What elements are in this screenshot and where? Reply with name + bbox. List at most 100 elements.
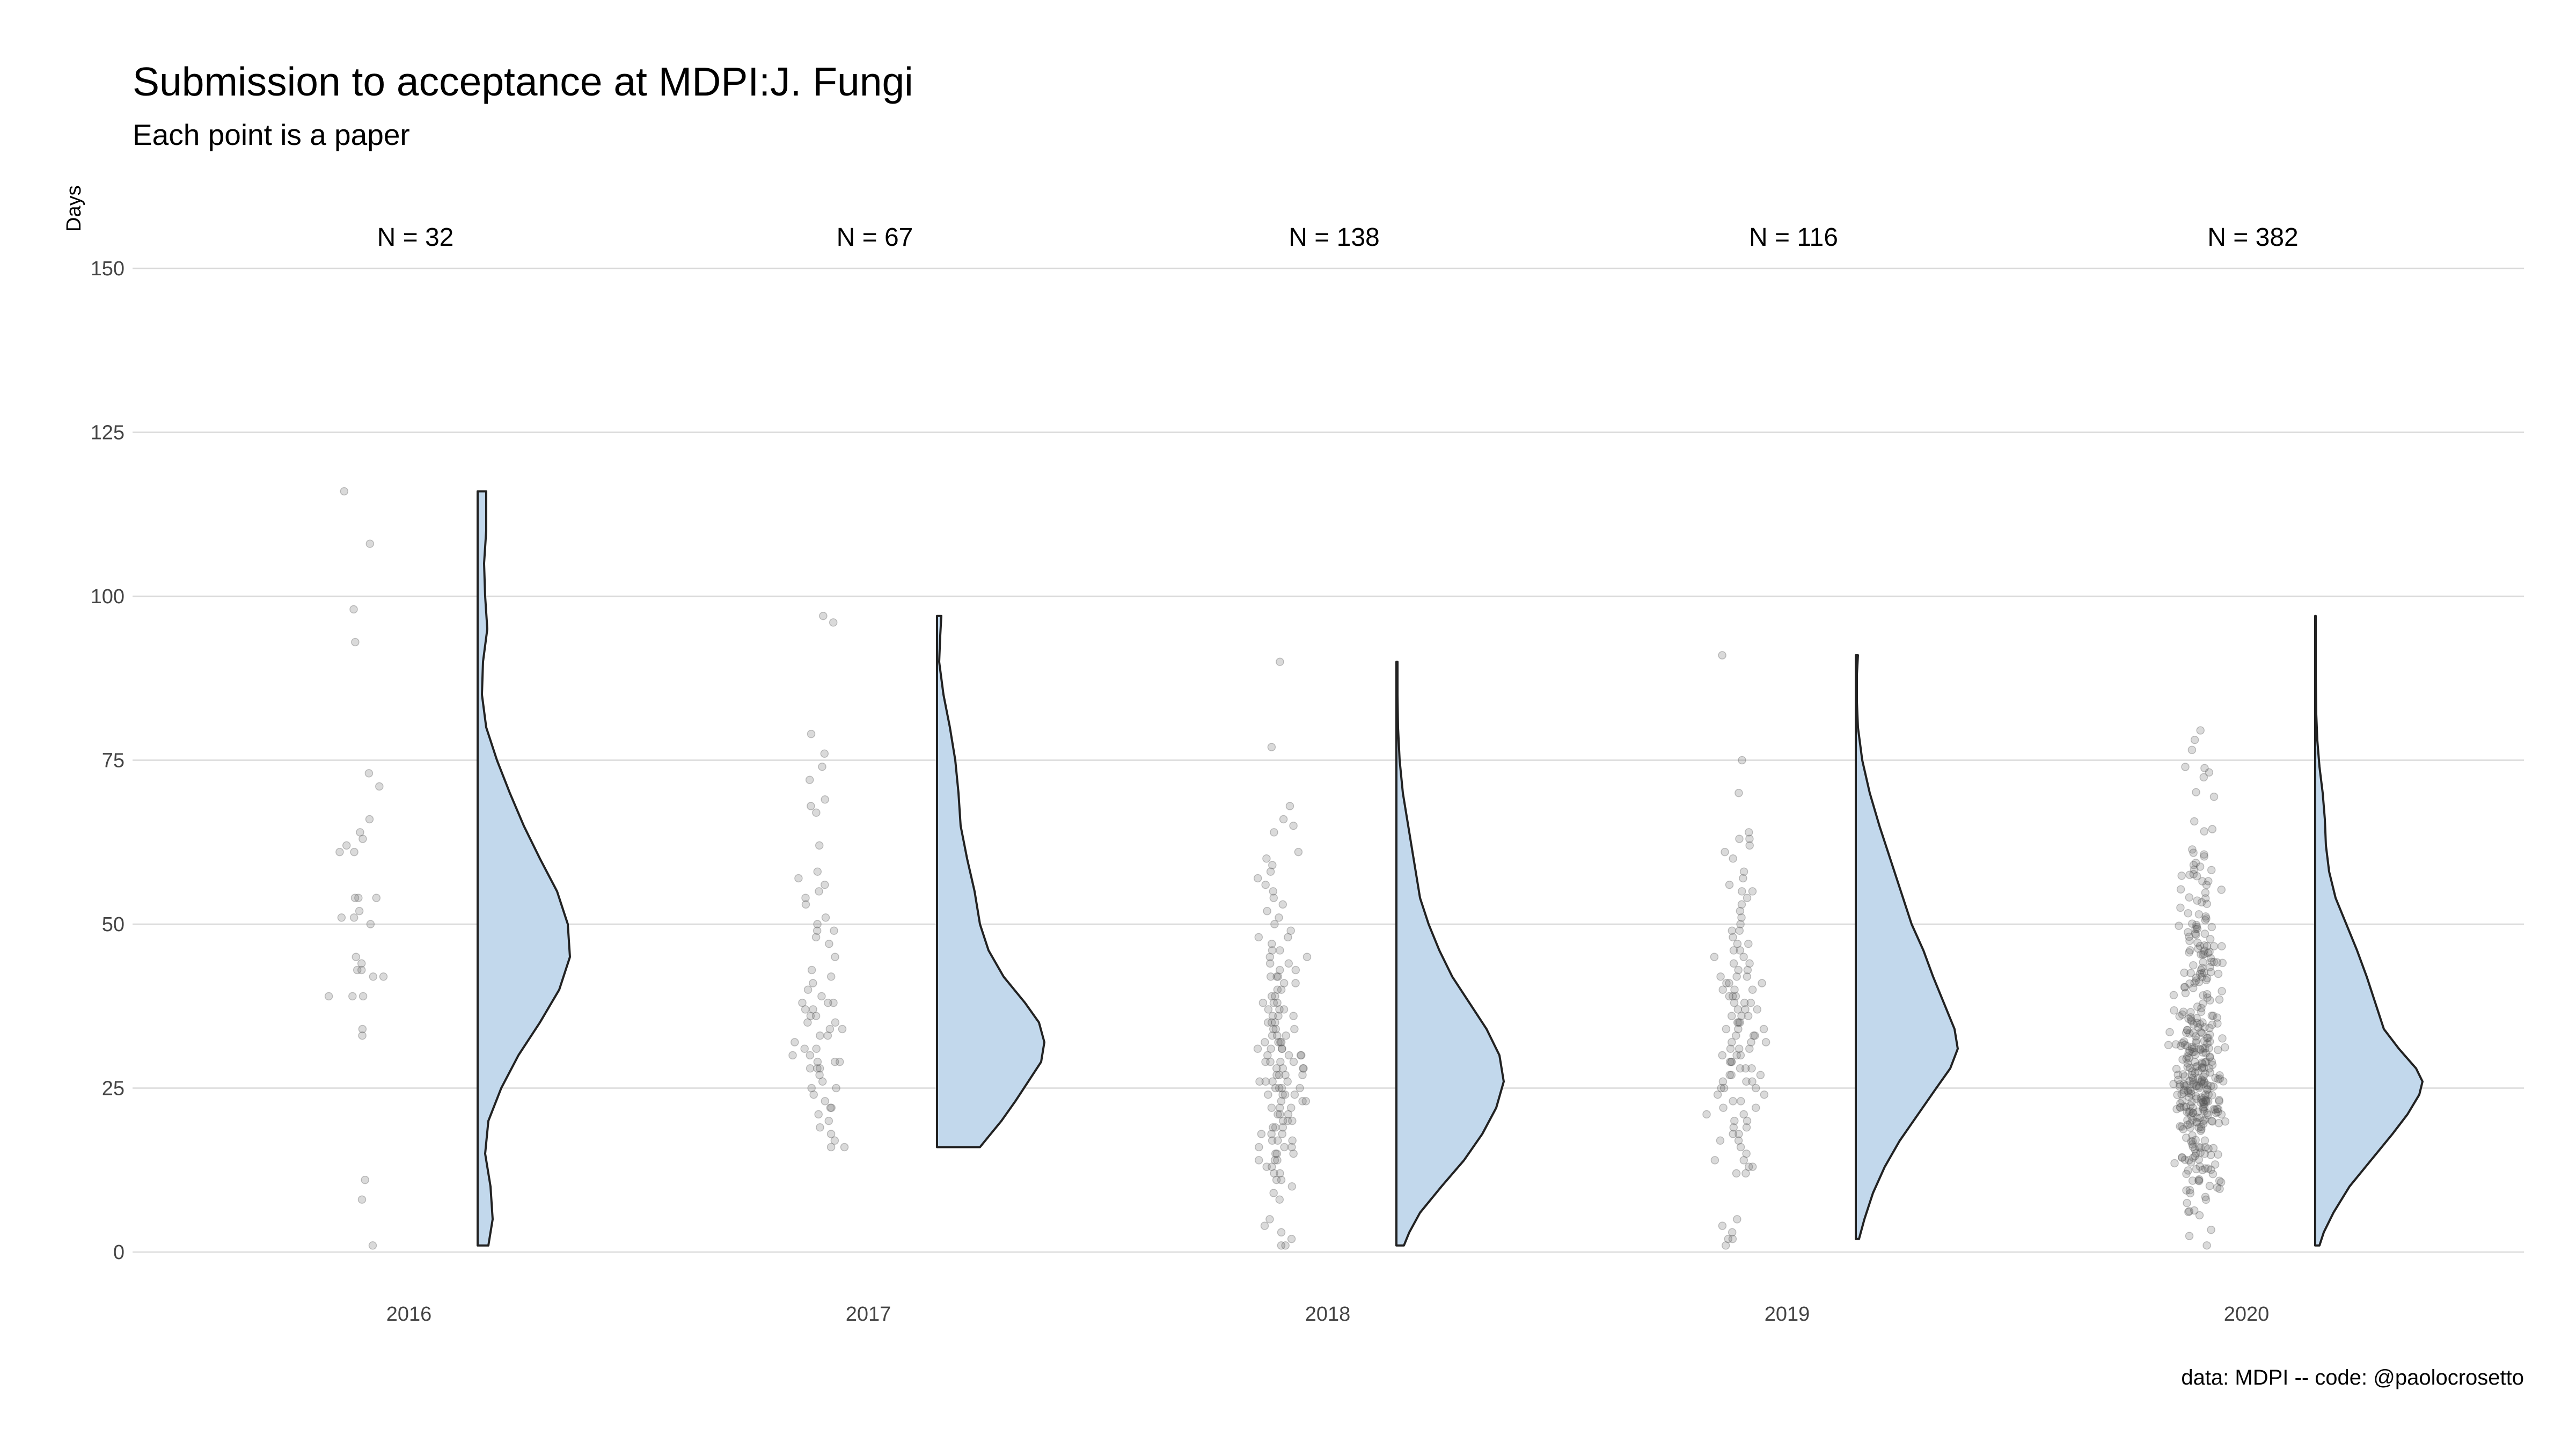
data-point <box>2200 946 2209 955</box>
data-point <box>2201 1049 2210 1058</box>
data-point <box>2181 763 2190 771</box>
data-point <box>1739 874 1747 883</box>
data-point <box>2218 987 2226 996</box>
data-point <box>2199 1098 2207 1107</box>
data-point <box>364 769 374 778</box>
data-point <box>1289 1012 1298 1020</box>
data-point <box>812 1044 821 1053</box>
data-point <box>1291 979 1300 987</box>
data-point <box>2165 1028 2174 1036</box>
data-point <box>1746 998 1755 1007</box>
data-point <box>2193 1019 2201 1027</box>
data-point <box>350 847 358 857</box>
data-point <box>2187 1071 2197 1079</box>
data-point <box>1744 828 1753 837</box>
data-point <box>2195 1176 2204 1185</box>
data-point <box>2209 1105 2218 1114</box>
data-point <box>2189 1076 2197 1085</box>
data-point <box>1268 861 1277 869</box>
data-point <box>2194 1143 2204 1152</box>
data-point <box>2185 870 2194 879</box>
data-point <box>2208 1060 2217 1070</box>
data-point <box>1275 1005 1284 1014</box>
half-violins <box>477 490 2424 1247</box>
y-tick-label: 125 <box>91 422 125 444</box>
data-point <box>2188 919 2197 928</box>
data-point <box>2194 1084 2204 1093</box>
data-point <box>1736 906 1745 916</box>
data-point <box>2201 894 2210 903</box>
data-point <box>2203 993 2212 1002</box>
data-point <box>2183 1026 2192 1035</box>
data-point <box>1736 1051 1745 1060</box>
data-point <box>824 1116 833 1125</box>
data-point <box>2208 1091 2216 1100</box>
data-point <box>2186 1158 2196 1167</box>
data-point <box>800 1044 809 1053</box>
data-point <box>2192 920 2201 930</box>
y-axis-ticks: 0 25 50 75 100 125 150 <box>91 258 125 1264</box>
data-point <box>2189 1028 2198 1037</box>
data-point <box>2200 827 2208 836</box>
data-point <box>1747 1038 1755 1046</box>
data-point <box>1277 1084 1286 1093</box>
data-point <box>2200 1063 2208 1072</box>
data-point <box>1276 946 1284 955</box>
data-point <box>1283 1116 1292 1125</box>
data-point <box>2204 1090 2213 1099</box>
data-point <box>342 841 351 850</box>
data-point <box>1725 880 1734 889</box>
data-point <box>1290 1024 1299 1034</box>
data-point <box>2184 1088 2193 1097</box>
data-point <box>1758 979 1766 987</box>
data-point <box>2184 1014 2193 1023</box>
data-point <box>1270 920 1279 928</box>
data-point <box>2192 1165 2201 1174</box>
data-point <box>2204 1110 2212 1119</box>
data-point <box>1285 802 1294 810</box>
data-point <box>1254 933 1263 942</box>
data-point <box>1743 965 1752 975</box>
data-point <box>821 795 829 804</box>
data-point <box>1725 1057 1735 1066</box>
data-point <box>826 1130 836 1138</box>
data-point <box>2185 1093 2193 1101</box>
data-point <box>1735 1044 1744 1053</box>
data-point <box>2204 1164 2212 1173</box>
data-point <box>2192 923 2201 931</box>
data-point <box>2197 1123 2206 1131</box>
data-point <box>1268 1136 1277 1145</box>
data-point <box>2200 930 2209 938</box>
data-point <box>1728 992 1737 1001</box>
data-point <box>2206 954 2215 963</box>
data-point <box>1294 847 1303 857</box>
violin-2019 <box>1855 654 1959 1240</box>
data-point <box>2215 1071 2224 1080</box>
data-point <box>1253 1044 1262 1053</box>
data-point <box>2198 1063 2206 1072</box>
data-point <box>2213 1104 2221 1114</box>
data-point <box>2190 865 2199 874</box>
data-point <box>2182 1081 2191 1089</box>
data-point <box>2176 1122 2184 1131</box>
violin-2016 <box>477 490 571 1247</box>
data-point <box>791 1038 799 1046</box>
data-point <box>2202 914 2211 923</box>
data-point <box>2184 1086 2192 1095</box>
data-point <box>2178 1010 2187 1019</box>
data-point <box>1262 1162 1271 1171</box>
y-tick-label: 50 <box>102 913 125 936</box>
data-point <box>2180 968 2189 977</box>
data-point <box>1735 926 1744 935</box>
data-point <box>1261 1038 1269 1046</box>
data-point <box>2209 1012 2218 1020</box>
data-point <box>815 887 823 896</box>
data-point <box>2214 1075 2223 1084</box>
data-point <box>2206 935 2215 943</box>
data-point <box>1751 1084 1760 1093</box>
data-point <box>2189 984 2198 992</box>
data-point <box>1281 1071 1290 1079</box>
data-point <box>2202 976 2211 985</box>
data-point <box>1749 1031 1758 1040</box>
data-point <box>812 808 821 817</box>
